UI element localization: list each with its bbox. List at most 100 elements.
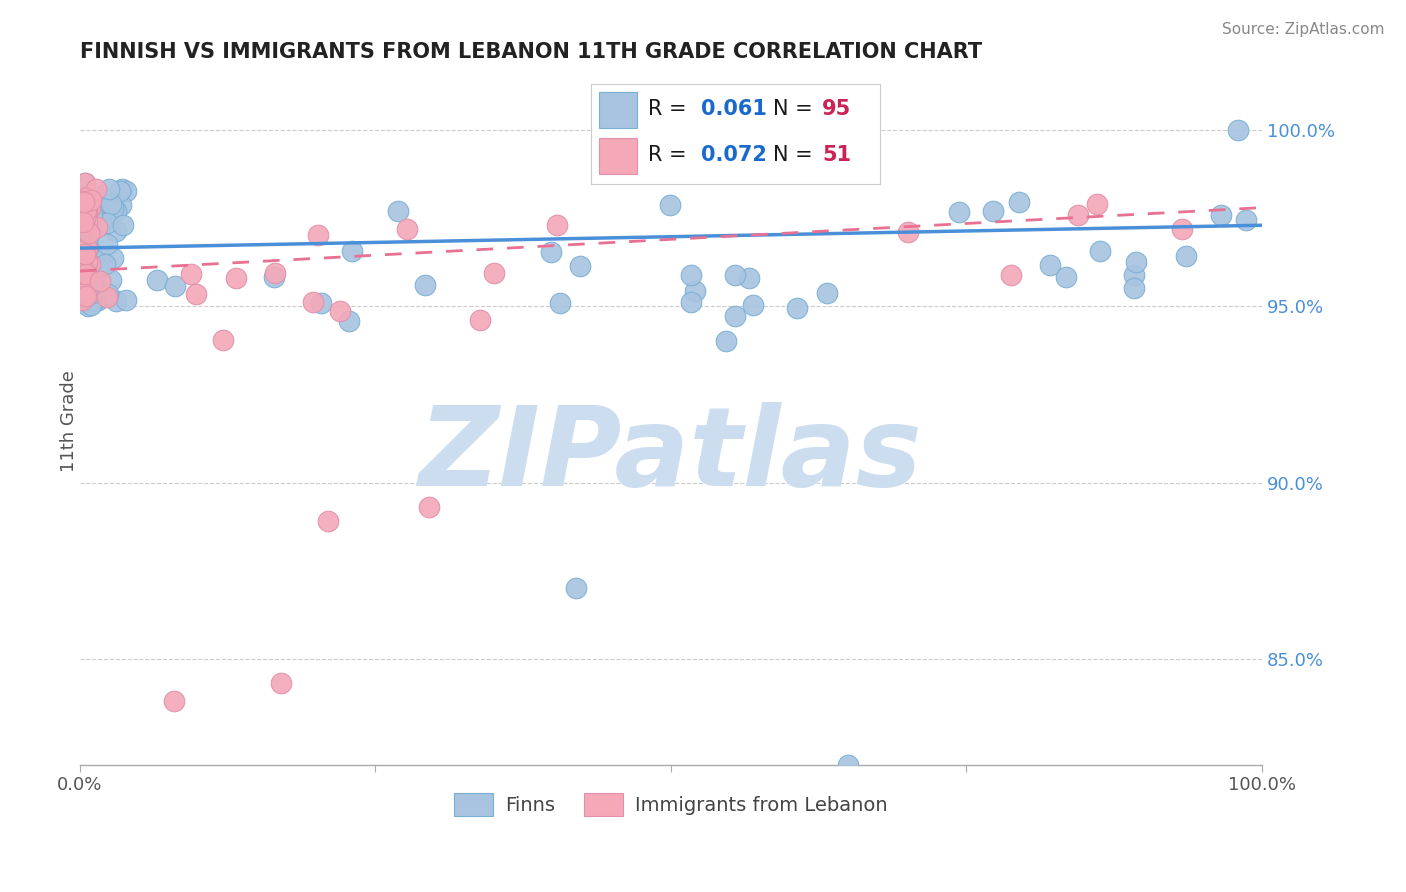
Point — [82, 288, 104, 302]
Point — [225, 270, 247, 285]
Point — [73, 247, 96, 261]
Point — [569, 259, 592, 273]
Point — [742, 298, 765, 312]
Point — [83, 192, 105, 206]
Point — [80, 298, 103, 312]
Point — [80, 275, 103, 289]
Point — [84, 182, 107, 196]
Point — [80, 193, 103, 207]
Point — [115, 184, 138, 198]
Point — [76, 299, 98, 313]
Point — [100, 197, 122, 211]
Point — [79, 226, 101, 240]
Point — [70, 269, 93, 284]
Point — [75, 267, 97, 281]
Point — [104, 203, 127, 218]
Point — [413, 278, 436, 293]
Point — [96, 211, 118, 226]
Point — [342, 244, 364, 258]
Point — [837, 757, 859, 772]
Point — [72, 192, 94, 206]
Point — [97, 205, 120, 219]
Point — [83, 211, 105, 226]
Point — [470, 312, 492, 326]
Point — [1123, 281, 1146, 295]
Point — [72, 215, 94, 229]
Point — [1067, 209, 1090, 223]
Point — [76, 255, 98, 269]
Point — [337, 314, 360, 328]
Point — [86, 220, 108, 235]
Point — [1054, 270, 1077, 285]
Point — [659, 198, 682, 212]
Text: FINNISH VS IMMIGRANTS FROM LEBANON 11TH GRADE CORRELATION CHART: FINNISH VS IMMIGRANTS FROM LEBANON 11TH … — [80, 42, 981, 62]
Point — [73, 286, 96, 301]
Point — [1038, 258, 1060, 272]
Point — [76, 204, 98, 219]
Point — [83, 294, 105, 309]
Point — [82, 208, 104, 222]
Point — [110, 198, 132, 212]
Point — [83, 286, 105, 301]
Text: Source: ZipAtlas.com: Source: ZipAtlas.com — [1222, 22, 1385, 37]
Point — [786, 301, 808, 316]
Point — [104, 224, 127, 238]
Point — [73, 191, 96, 205]
Point — [72, 279, 94, 293]
Point — [72, 253, 94, 268]
Point — [101, 202, 124, 216]
Point — [302, 295, 325, 310]
Point — [180, 267, 202, 281]
Point — [1209, 208, 1232, 222]
Point — [263, 266, 285, 280]
Point — [77, 211, 100, 225]
Point — [1000, 268, 1022, 282]
Point — [270, 676, 292, 690]
Point — [714, 334, 737, 348]
Point — [1234, 212, 1257, 227]
Point — [546, 218, 568, 232]
Point — [1171, 222, 1194, 236]
Point — [1088, 244, 1111, 259]
Point — [93, 257, 115, 271]
Point — [70, 293, 93, 307]
Point — [70, 236, 93, 251]
Point — [482, 266, 505, 280]
Point — [70, 194, 93, 209]
Point — [80, 285, 103, 300]
Point — [981, 203, 1004, 218]
Point — [163, 278, 186, 293]
Point — [89, 274, 111, 288]
Point — [396, 222, 419, 236]
Point — [184, 287, 207, 301]
Point — [72, 211, 94, 226]
Point — [1007, 195, 1029, 210]
Point — [681, 268, 703, 282]
Point — [309, 295, 332, 310]
Point — [91, 288, 114, 302]
Point — [1085, 197, 1108, 211]
Point — [75, 289, 97, 303]
Point — [212, 333, 235, 347]
Point — [83, 270, 105, 285]
Point — [723, 310, 745, 324]
Point — [76, 214, 98, 228]
Point — [72, 279, 94, 293]
Y-axis label: 11th Grade: 11th Grade — [60, 370, 77, 472]
Point — [815, 286, 838, 301]
Point — [73, 253, 96, 268]
Point — [79, 201, 101, 215]
Point — [87, 293, 110, 307]
Point — [73, 194, 96, 209]
Point — [76, 240, 98, 254]
Point — [79, 196, 101, 211]
Point — [76, 235, 98, 249]
Point — [1174, 249, 1197, 263]
Point — [86, 260, 108, 275]
Point — [307, 228, 329, 243]
Point — [97, 182, 120, 196]
Point — [76, 189, 98, 203]
Point — [90, 189, 112, 203]
Point — [70, 241, 93, 255]
Point — [112, 218, 135, 232]
